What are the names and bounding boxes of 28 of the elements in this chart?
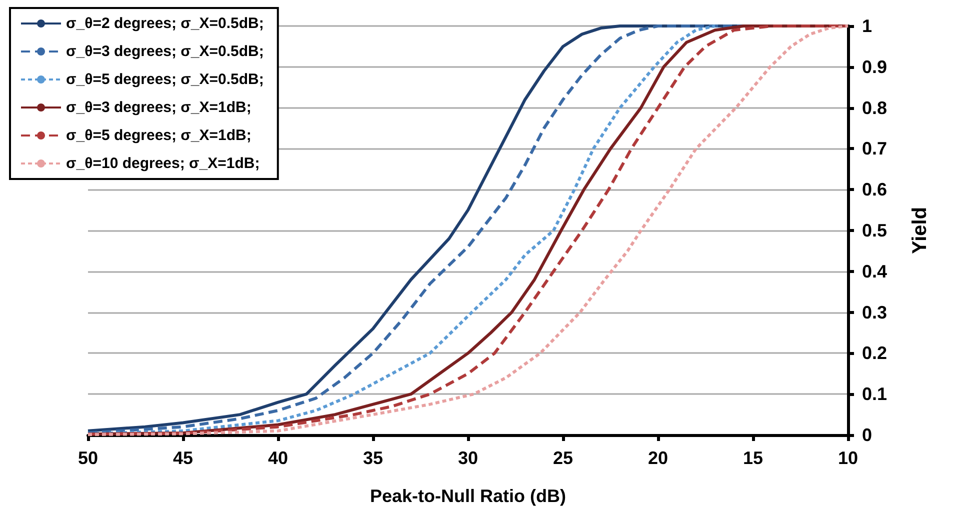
y-tick-label: 0 (862, 425, 872, 445)
y-tick-label: 0.5 (862, 220, 888, 240)
y-axis-title: Yield (909, 206, 931, 254)
legend-label: σ_θ=3 degrees; σ_X=1dB; (66, 99, 252, 116)
x-tick-label: 40 (268, 448, 288, 468)
legend-label: σ_θ=5 degrees; σ_X=1dB; (66, 127, 252, 144)
y-tick-label: 0.2 (862, 343, 888, 364)
legend-label: σ_θ=3 degrees; σ_X=0.5dB; (66, 43, 264, 60)
y-tick-label: 0.9 (862, 56, 888, 77)
x-axis-title: Peak-to-Null Ratio (dB) (370, 486, 566, 506)
x-tick-label: 35 (362, 448, 384, 468)
x-tick-label: 45 (172, 448, 194, 468)
y-tick-label: 0.6 (862, 180, 888, 200)
y-tick-label: 0.1 (862, 384, 888, 404)
x-tick-label: 30 (458, 448, 478, 468)
y-tick-label: 0.4 (862, 261, 888, 282)
x-tick-label: 20 (648, 448, 668, 468)
x-tick-label: 50 (78, 448, 98, 468)
x-tick-label: 25 (552, 448, 574, 468)
x-tick-label: 15 (742, 448, 764, 468)
legend-label: σ_θ=5 degrees; σ_X=0.5dB; (66, 71, 264, 88)
x-tick-label: 10 (838, 448, 858, 468)
y-tick-label: 0.7 (862, 138, 888, 159)
legend-label: σ_θ=2 degrees; σ_X=0.5dB; (66, 15, 264, 32)
legend-label: σ_θ=10 degrees; σ_X=1dB; (66, 155, 260, 172)
y-tick-label: 1 (862, 16, 872, 36)
y-tick-label: 0.3 (862, 302, 888, 322)
y-tick-label: 0.8 (862, 98, 888, 118)
